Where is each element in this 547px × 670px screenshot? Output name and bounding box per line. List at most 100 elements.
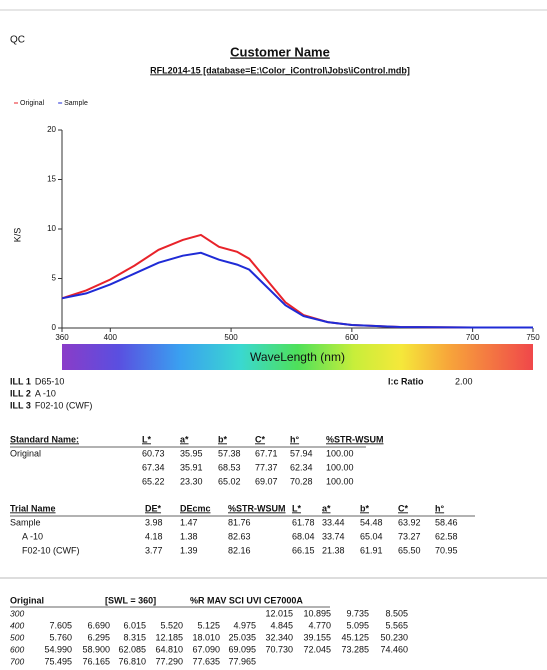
- illuminant-value: F02-10 (CWF): [35, 400, 93, 410]
- table-cell: 21.38: [322, 545, 345, 555]
- spectral-cell: 5.125: [197, 620, 220, 630]
- table-cell: 82.16: [228, 545, 251, 555]
- table-header: C*: [255, 434, 265, 444]
- spectral-cell: 58.900: [82, 644, 110, 654]
- table-header: Standard Name:: [10, 434, 79, 444]
- spectral-cell: 77.965: [228, 656, 256, 666]
- table-cell: 57.38: [218, 448, 241, 458]
- spectral-cell: 45.125: [341, 632, 369, 642]
- spectrum-bar: [62, 344, 533, 370]
- spectral-cell: 62.085: [118, 644, 146, 654]
- table-cell: 67.34: [142, 462, 165, 472]
- spectral-cell: 32.340: [265, 632, 293, 642]
- x-tick-label: 700: [466, 333, 480, 342]
- spectral-cell: 5.520: [160, 620, 183, 630]
- spectral-cell: 39.155: [303, 632, 331, 642]
- table-header: h°: [290, 434, 299, 444]
- table-header: Trial Name: [10, 503, 56, 513]
- y-tick-label: 15: [47, 175, 56, 184]
- spectral-cell: 6.015: [123, 620, 146, 630]
- spectral-cell: 76.810: [118, 656, 146, 666]
- x-tick-label: 400: [104, 333, 118, 342]
- spectral-cell: 67.090: [192, 644, 220, 654]
- y-tick-label: 10: [47, 224, 56, 233]
- table-cell: 57.94: [290, 448, 313, 458]
- spectral-cell: 70.730: [265, 644, 293, 654]
- x-tick-label: 600: [345, 333, 359, 342]
- spectral-cell: 7.605: [49, 620, 72, 630]
- spectral-cell: 69.095: [228, 644, 256, 654]
- table-cell: 61.78: [292, 517, 315, 527]
- table-cell: 100.00: [326, 448, 354, 458]
- spectral-cell: 6.295: [87, 632, 110, 642]
- table-cell: 82.63: [228, 531, 251, 541]
- table-cell: 65.50: [398, 545, 421, 555]
- spectral-cell: 6.690: [87, 620, 110, 630]
- wavelength-label: 500: [10, 632, 24, 642]
- table-header: DEcmc: [180, 503, 211, 513]
- table-cell: 62.58: [435, 531, 458, 541]
- table-cell: 58.46: [435, 517, 458, 527]
- table-header: %STR-WSUM: [326, 434, 384, 444]
- table-cell: 65.22: [142, 476, 165, 486]
- table-cell: 62.34: [290, 462, 313, 472]
- table-cell: 70.95: [435, 545, 458, 555]
- spectral-cell: 50.230: [380, 632, 408, 642]
- table-cell: 33.44: [322, 517, 345, 527]
- x-tick-label: 750: [526, 333, 540, 342]
- illuminant-label: ILL 1: [10, 376, 31, 386]
- lc-ratio-value: 2.00: [455, 376, 473, 386]
- report-title: Customer Name: [230, 44, 330, 59]
- x-tick-label: 360: [55, 333, 69, 342]
- table-cell: 1.47: [180, 517, 198, 527]
- table-cell: 23.30: [180, 476, 203, 486]
- table-cell: 33.74: [322, 531, 345, 541]
- legend-label: Original: [20, 100, 45, 107]
- table-cell: 68.53: [218, 462, 241, 472]
- spectral-header: Original: [10, 595, 44, 605]
- table-header: h°: [435, 503, 444, 513]
- table-header: a*: [180, 434, 189, 444]
- spectral-cell: 76.165: [82, 656, 110, 666]
- table-cell: 70.28: [290, 476, 313, 486]
- table-header: L*: [292, 503, 301, 513]
- table-cell: 77.37: [255, 462, 278, 472]
- table-cell: 3.77: [145, 545, 163, 555]
- table-cell: 100.00: [326, 462, 354, 472]
- y-tick-label: 5: [52, 274, 57, 283]
- spectral-cell: 5.095: [346, 620, 369, 630]
- table-header: b*: [360, 503, 369, 513]
- wavelength-label: 300: [10, 608, 24, 618]
- spectral-cell: 75.495: [44, 656, 72, 666]
- spectral-cell: 4.975: [233, 620, 256, 630]
- wavelength-label: 400: [10, 620, 24, 630]
- table-header: DE*: [145, 503, 162, 513]
- table-cell: 35.95: [180, 448, 203, 458]
- spectral-cell: 5.760: [49, 632, 72, 642]
- wavelength-label: 600: [10, 644, 24, 654]
- table-cell: 4.18: [145, 531, 163, 541]
- table-cell: 68.04: [292, 531, 315, 541]
- spectral-cell: 10.895: [303, 608, 331, 618]
- legend-label: Sample: [64, 100, 88, 107]
- table-cell: 73.27: [398, 531, 421, 541]
- spectral-cell: 12.015: [265, 608, 293, 618]
- spectral-cell: 73.285: [341, 644, 369, 654]
- table-header: %STR-WSUM: [228, 503, 286, 513]
- illuminant-value: A -10: [35, 388, 56, 398]
- spectral-cell: 25.035: [228, 632, 256, 642]
- spectral-cell: 77.290: [155, 656, 183, 666]
- table-cell: 1.39: [180, 545, 198, 555]
- x-tick-label: 500: [224, 333, 238, 342]
- illuminant-label: ILL 2: [10, 388, 31, 398]
- spectral-cell: 9.735: [346, 608, 369, 618]
- spectral-cell: 77.635: [192, 656, 220, 666]
- table-cell: 63.92: [398, 517, 421, 527]
- spectral-cell: 4.770: [308, 620, 331, 630]
- spectral-cell: 8.315: [123, 632, 146, 642]
- table-cell: 65.02: [218, 476, 241, 486]
- illuminant-value: D65-10: [35, 376, 65, 386]
- series-line: [61, 251, 533, 329]
- spectral-cell: 12.185: [155, 632, 183, 642]
- table-cell: 100.00: [326, 476, 354, 486]
